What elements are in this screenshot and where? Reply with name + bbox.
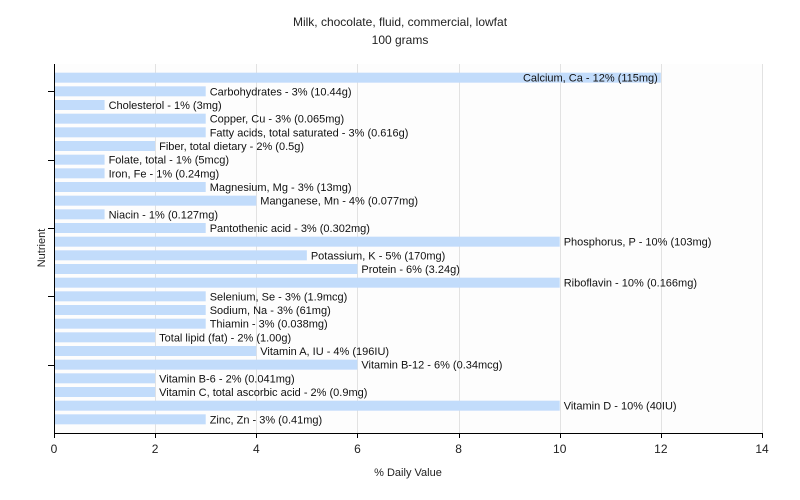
bar <box>55 141 156 151</box>
bar-label: Selenium, Se - 3% (1.9mcg) <box>210 291 348 303</box>
bar <box>55 373 156 384</box>
bar <box>55 414 206 425</box>
bar <box>55 72 661 83</box>
bar-label: Vitamin D - 10% (40IU) <box>564 401 677 413</box>
bar <box>55 182 206 192</box>
bar-label: Calcium, Ca - 12% (115mg) <box>523 73 658 85</box>
bar-label: Protein - 6% (3.24g) <box>361 264 459 276</box>
bar-label: Zinc, Zn - 3% (0.41mg) <box>210 414 322 426</box>
bar <box>55 127 206 138</box>
x-tick-label: 0 <box>51 442 58 456</box>
bar <box>55 264 358 274</box>
x-tick-label: 8 <box>455 442 462 456</box>
bar <box>55 195 257 206</box>
bar-label: Sodium, Na - 3% (61mg) <box>210 305 331 317</box>
bar-label: Manganese, Mn - 4% (0.077mg) <box>260 196 418 208</box>
bar-label: Folate, total - 1% (5mcg) <box>109 155 229 167</box>
x-axis-ticks: 0 2 4 6 8 10 12 14 <box>51 433 769 456</box>
bar <box>55 332 156 343</box>
bar-label: Vitamin A, IU - 4% (196IU) <box>260 346 389 358</box>
bar-label: Vitamin C, total ascorbic acid - 2% (0.9… <box>159 387 367 399</box>
x-tick-label: 14 <box>755 442 769 456</box>
gridlines <box>155 64 763 433</box>
bar <box>55 359 358 370</box>
chart-subtitle: 100 grams <box>372 33 429 47</box>
bar <box>55 400 560 411</box>
plot-area <box>54 64 762 433</box>
bar <box>55 209 105 220</box>
bar-label: Riboflavin - 10% (0.166mg) <box>564 278 697 290</box>
bar <box>55 387 156 397</box>
x-tick-label: 2 <box>152 442 159 456</box>
bar <box>55 154 105 165</box>
bar <box>55 86 206 97</box>
bars <box>55 72 661 425</box>
bar <box>55 346 257 356</box>
x-axis-label: % Daily Value <box>374 467 442 479</box>
bar-label: Iron, Fe - 1% (0.24mg) <box>109 168 220 180</box>
bar-label: Vitamin B-12 - 6% (0.34mcg) <box>361 360 502 372</box>
bar <box>55 168 105 179</box>
bar-label: Thiamin - 3% (0.038mg) <box>210 319 328 331</box>
bar <box>55 223 206 233</box>
bar-label: Copper, Cu - 3% (0.065mg) <box>210 114 345 126</box>
bar <box>55 305 206 315</box>
chart-title: Milk, chocolate, fluid, commercial, lowf… <box>293 15 508 29</box>
bar-label: Fiber, total dietary - 2% (0.5g) <box>159 141 304 153</box>
x-tick-label: 12 <box>654 442 668 456</box>
bar-label: Pantothenic acid - 3% (0.302mg) <box>210 223 370 235</box>
bar <box>55 318 206 329</box>
x-tick-label: 6 <box>354 442 361 456</box>
bar <box>55 291 206 302</box>
bar-label: Vitamin B-6 - 2% (0.041mg) <box>159 373 295 385</box>
bar <box>55 250 307 261</box>
x-tick-label: 10 <box>553 442 567 456</box>
bar-label: Magnesium, Mg - 3% (13mg) <box>210 182 352 194</box>
bar-labels: Calcium, Ca - 12% (115mg) Carbohydrates -… <box>109 73 712 427</box>
bar <box>55 100 105 110</box>
bar-label: Total lipid (fat) - 2% (1.00g) <box>159 332 291 344</box>
bar <box>55 236 560 247</box>
bar-label: Niacin - 1% (0.127mg) <box>109 209 218 221</box>
bar <box>55 113 206 124</box>
bar-label: Carbohydrates - 3% (10.44g) <box>210 86 352 98</box>
bar-label: Potassium, K - 5% (170mg) <box>311 250 446 262</box>
bar-label: Fatty acids, total saturated - 3% (0.616… <box>210 127 409 139</box>
bar-label: Phosphorus, P - 10% (103mg) <box>564 237 712 249</box>
x-tick-label: 4 <box>253 442 260 456</box>
bar-label: Cholesterol - 1% (3mg) <box>109 100 222 112</box>
bar <box>55 277 560 288</box>
y-axis-label: Nutrient <box>36 229 48 268</box>
y-axis-ticks <box>48 91 54 366</box>
